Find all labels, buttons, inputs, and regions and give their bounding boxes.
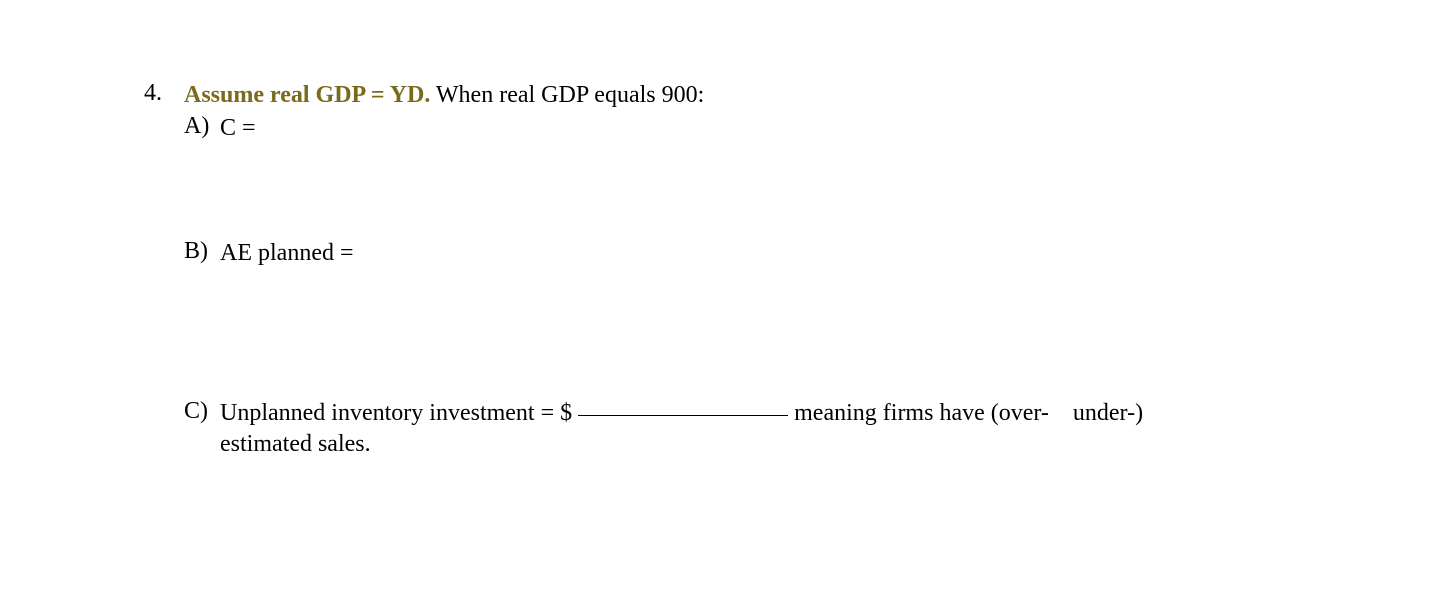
c-post-blank: meaning firms have (over- (788, 400, 1049, 426)
sub-content-c: Unplanned inventory investment = $ meani… (220, 398, 1284, 460)
question-prompt: Assume real GDP = YD. When real GDP equa… (184, 80, 1284, 111)
sub-content-b: AE planned = (220, 238, 1284, 269)
fill-in-blank[interactable] (578, 415, 788, 416)
c-pre-blank: Unplanned inventory investment = $ (220, 400, 578, 426)
c-line2: estimated sales. (220, 431, 371, 457)
prompt-highlight: Assume real GDP = YD. (184, 82, 430, 108)
sub-marker-a: A) (184, 113, 220, 140)
question-body: Assume real GDP = YD. When real GDP equa… (184, 80, 1284, 460)
sub-marker-c: C) (184, 398, 220, 425)
sub-item-c: C) Unplanned inventory investment = $ me… (184, 398, 1284, 460)
sub-marker-b: B) (184, 238, 220, 265)
sub-content-a: C = (220, 113, 1284, 144)
sub-item-b: B) AE planned = (184, 238, 1284, 269)
question-number: 4. (144, 80, 162, 107)
sub-item-a: A) C = (184, 113, 1284, 144)
prompt-rest: When real GDP equals 900: (430, 82, 704, 108)
c-under: under-) (1073, 400, 1143, 426)
